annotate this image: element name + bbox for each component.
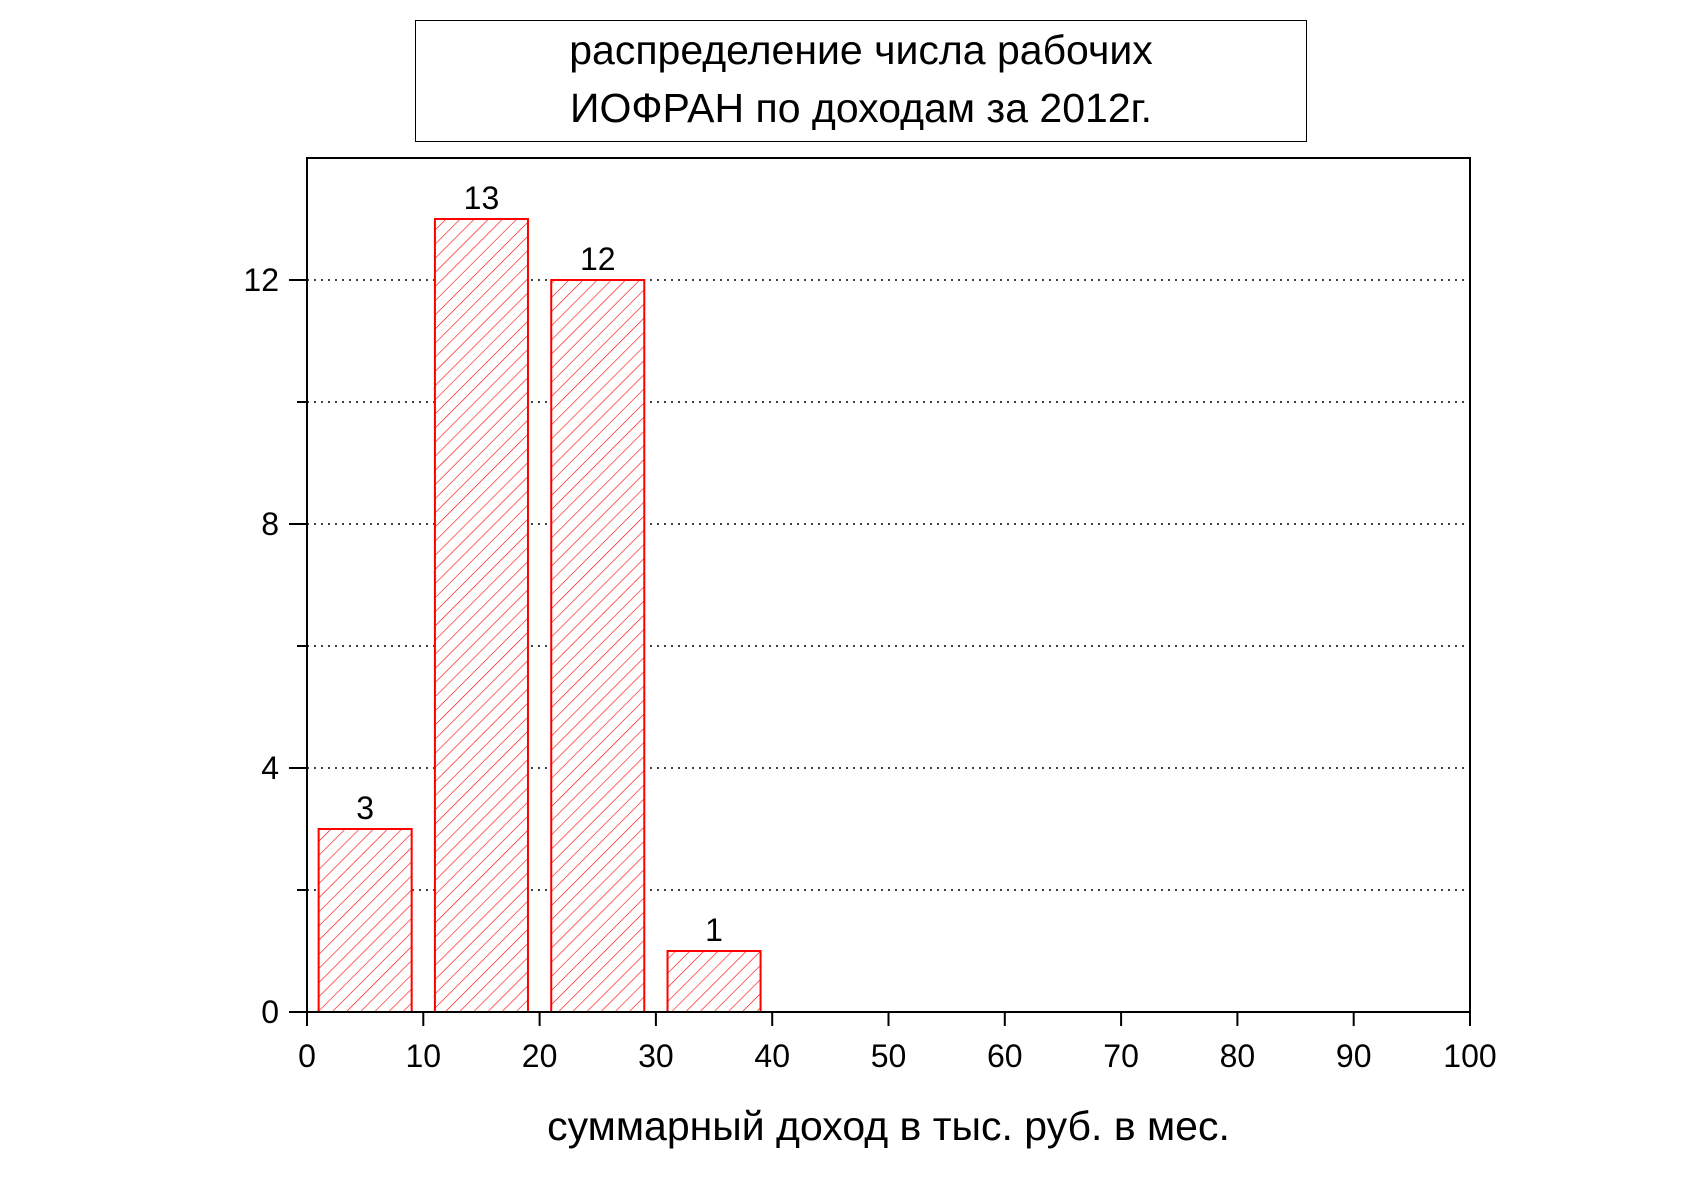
x-tick-label: 90 xyxy=(1336,1038,1372,1074)
y-tick-label: 0 xyxy=(261,994,279,1030)
x-tick-label: 80 xyxy=(1220,1038,1256,1074)
bar xyxy=(666,950,762,1013)
y-tick-label: 8 xyxy=(261,506,279,542)
chart-title: распределение числа рабочих ИОФРАН по до… xyxy=(415,20,1307,142)
x-tick-label: 50 xyxy=(871,1038,907,1074)
bar xyxy=(550,279,646,1013)
x-tick-label: 70 xyxy=(1103,1038,1139,1074)
chart-title-line-2: ИОФРАН по доходам за 2012г. xyxy=(570,85,1152,131)
bars xyxy=(317,218,762,1013)
bar-value-label: 12 xyxy=(580,241,616,277)
bar xyxy=(433,218,529,1013)
chart-title-line-1: распределение числа рабочих xyxy=(569,27,1153,73)
x-tick-label: 60 xyxy=(987,1038,1023,1074)
y-tick-label: 12 xyxy=(243,262,279,298)
bar xyxy=(317,828,413,1013)
x-tick-label: 10 xyxy=(406,1038,442,1074)
axis-ticks xyxy=(289,279,1471,1026)
x-tick-label: 20 xyxy=(522,1038,558,1074)
x-axis-label: суммарный доход в тыс. руб. в мес. xyxy=(547,1103,1230,1149)
x-tick-label: 0 xyxy=(298,1038,316,1074)
x-tick-label: 100 xyxy=(1443,1038,1496,1074)
bar-value-label: 13 xyxy=(464,180,500,216)
y-tick-label: 4 xyxy=(261,750,279,786)
bar-value-label: 1 xyxy=(705,912,723,948)
x-tick-label: 40 xyxy=(754,1038,790,1074)
gridlines xyxy=(307,279,1470,891)
x-tick-label: 30 xyxy=(638,1038,674,1074)
bar-value-label: 3 xyxy=(356,790,374,826)
